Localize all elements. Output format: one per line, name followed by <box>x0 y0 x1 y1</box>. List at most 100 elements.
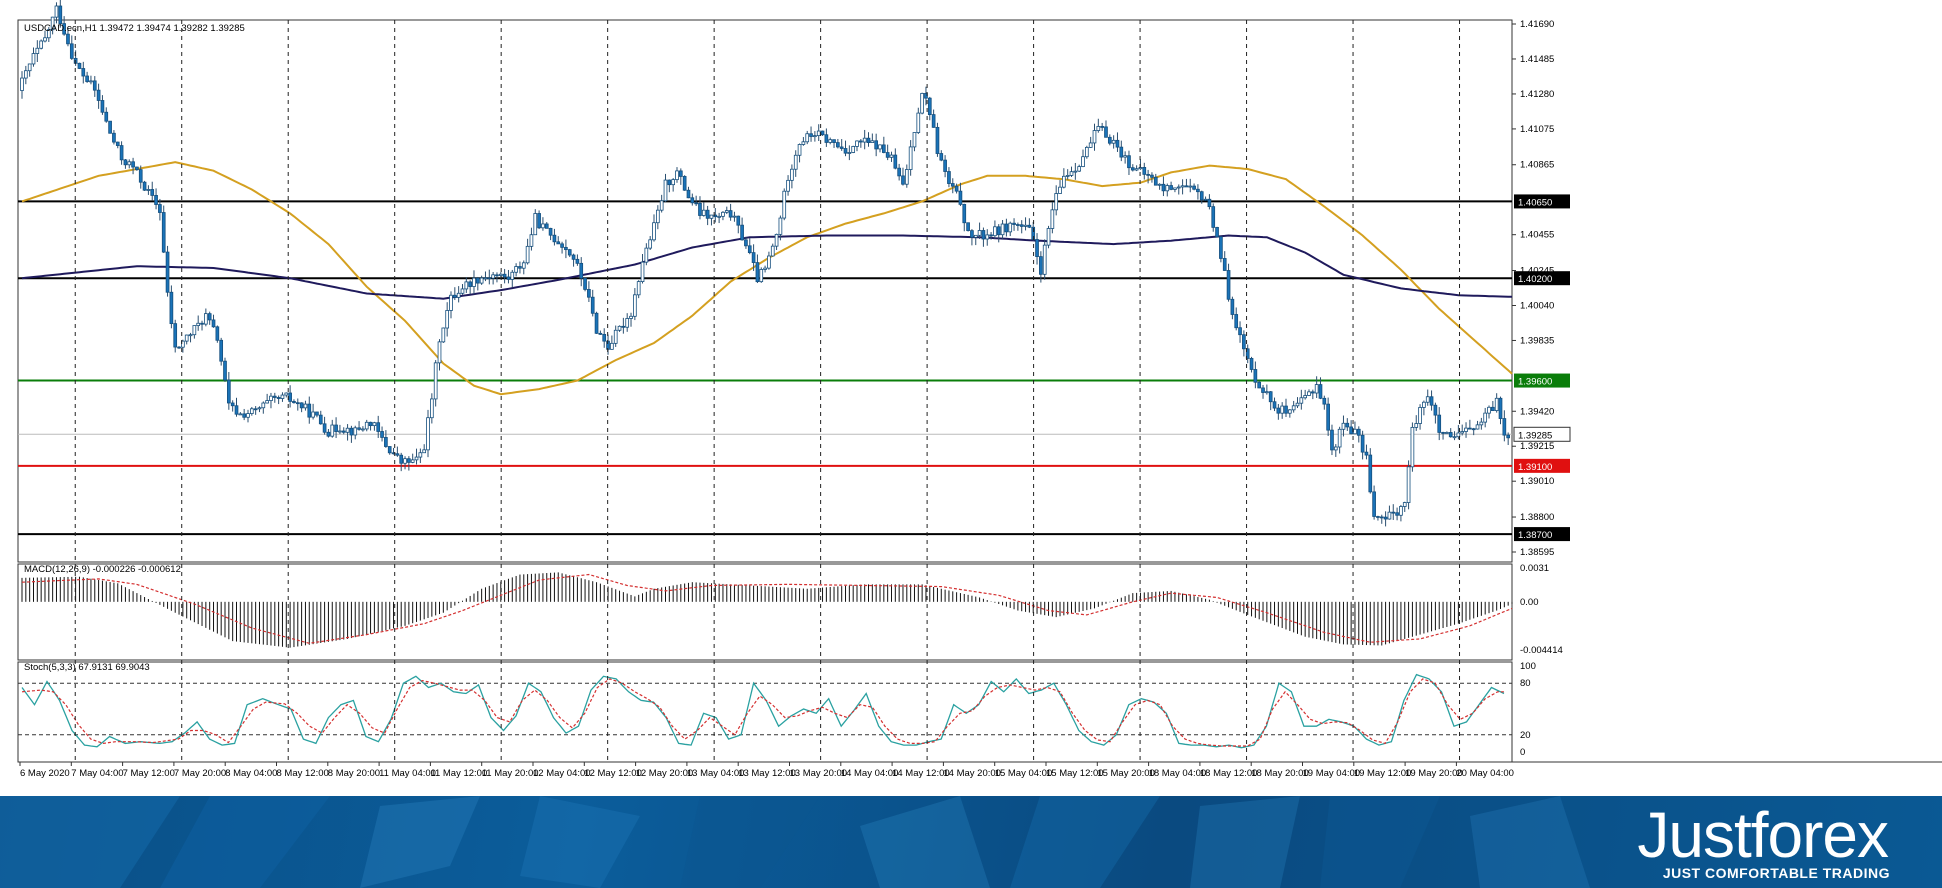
candle-up <box>238 413 243 416</box>
candle-up <box>514 266 518 273</box>
candle-down <box>740 224 744 241</box>
candle-down <box>384 437 388 447</box>
candle-down <box>935 126 940 154</box>
main-price-panel[interactable]: 1.41690 1.41485 1.41280 1.41075 1.40865 1.404… <box>17 0 1571 563</box>
candle-up <box>460 288 465 294</box>
candle-down <box>667 179 672 186</box>
candle-up <box>330 424 335 437</box>
candle-down <box>322 423 327 433</box>
candle-up <box>1077 166 1082 172</box>
candle-up <box>648 239 653 249</box>
candle-up <box>1157 183 1162 186</box>
candle-up <box>633 294 637 317</box>
candle-up <box>430 398 434 419</box>
candle-down <box>1219 236 1223 259</box>
candle-up <box>1046 228 1051 246</box>
candle-down <box>452 294 457 298</box>
x-tick-label: 8 May 20:00 <box>328 768 380 779</box>
candle-down <box>996 226 1001 236</box>
candle-up <box>1291 405 1296 411</box>
candle-down <box>1253 369 1258 383</box>
candle-down <box>154 195 158 205</box>
candle-down <box>1349 426 1353 435</box>
candle-down <box>119 145 124 161</box>
candle-down <box>399 454 404 464</box>
candle-down <box>927 97 932 115</box>
candle-down <box>1498 397 1503 419</box>
candle-down <box>966 222 970 232</box>
candle-down <box>1310 391 1315 394</box>
candle-up <box>904 169 909 185</box>
candle-up <box>993 226 997 237</box>
candle-down <box>1284 405 1288 414</box>
candle-up <box>1422 401 1426 408</box>
y-tick-label: 1.41075 <box>1520 124 1554 135</box>
macd-panel[interactable]: 0.0031 0.00 -0.004414 <box>17 563 1563 661</box>
candle-down <box>1196 188 1200 193</box>
candle-down <box>1234 314 1239 329</box>
y-tick-label: 1.41485 <box>1520 54 1554 65</box>
candle-down <box>1127 155 1131 169</box>
candle-up <box>973 234 978 238</box>
candle-down <box>897 167 901 177</box>
candle-up <box>521 262 526 269</box>
candle-up <box>39 40 43 49</box>
x-tick-label: 7 May 20:00 <box>174 768 226 779</box>
stochastic-panel[interactable]: 100 80 20 0 <box>17 661 1536 763</box>
candle-down <box>560 243 564 248</box>
candle-down <box>567 249 572 256</box>
candle-up <box>1123 155 1127 158</box>
candle-up <box>770 245 775 257</box>
candle-down <box>173 323 178 348</box>
candle-down <box>1107 136 1112 144</box>
x-tick-label: 14 May 12:00 <box>892 768 950 779</box>
candle-up <box>1058 186 1062 194</box>
candle-up <box>652 222 656 241</box>
candle-down <box>682 176 687 191</box>
candle-down <box>62 23 66 35</box>
candle-down <box>958 190 963 205</box>
candle-up <box>813 135 817 138</box>
candle-down <box>77 62 82 69</box>
candle-up <box>878 144 882 150</box>
candle-up <box>364 421 369 430</box>
y-tick-label: 1.40455 <box>1520 230 1554 241</box>
candle-up <box>246 413 250 418</box>
candle-down <box>1272 401 1277 409</box>
stoch-y-label: 80 <box>1520 678 1531 689</box>
candle-up <box>709 214 714 219</box>
y-tick-label: 1.38800 <box>1520 512 1554 523</box>
candle-up <box>1065 175 1070 177</box>
x-tick-label: 6 May 2020 <box>20 768 70 779</box>
macd-signal-line <box>21 573 1513 644</box>
candle-down <box>142 181 147 191</box>
candle-up <box>629 315 633 319</box>
candle-up <box>196 322 201 326</box>
candle-down <box>219 339 224 362</box>
candle-up <box>529 234 534 247</box>
price-chart[interactable]: 1.41690 1.41485 1.41280 1.41075 1.40865 1.404… <box>0 0 1942 796</box>
candle-down <box>227 379 231 404</box>
candle-up <box>433 362 438 400</box>
candle-up <box>640 261 645 282</box>
candle-up <box>464 281 469 290</box>
x-tick-label: 18 May 04:00 <box>1149 768 1207 779</box>
candle-up <box>353 427 358 436</box>
candle-down <box>1215 226 1219 238</box>
y-tick-label: 1.40245 <box>1520 266 1554 277</box>
candle-down <box>981 230 986 240</box>
candle-up <box>1460 431 1465 434</box>
candle-down <box>1115 139 1120 148</box>
candle-down <box>943 159 947 172</box>
x-tick-label: 8 May 12:00 <box>277 768 329 779</box>
candle-down <box>1153 176 1158 186</box>
candle-down <box>843 148 848 154</box>
candle-down <box>395 453 400 456</box>
candle-up <box>1399 506 1403 516</box>
candle-down <box>736 215 741 226</box>
candle-up <box>1084 146 1089 158</box>
candle-up <box>1203 198 1208 201</box>
candle-down <box>334 424 338 432</box>
candle-down <box>502 273 507 278</box>
macd-frame <box>17 563 1513 661</box>
